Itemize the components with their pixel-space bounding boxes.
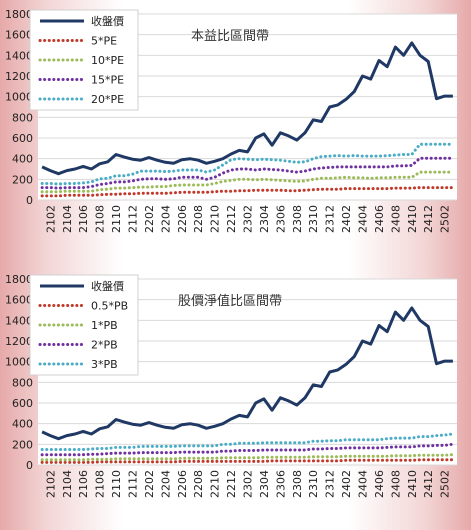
x-tick-label: 2108 [94,470,107,498]
x-tick-label: 2102 [44,205,57,233]
x-tick-label: 2110 [110,470,123,498]
y-tick-label: 600 [12,132,33,145]
y-tick-label: 1800 [5,8,33,21]
series-line-3 [40,442,455,457]
x-tick-label: 2310 [307,470,320,498]
x-tick-label: 2202 [143,205,156,233]
pb-band-chart-panel: 0 200 400 600 800 1000 1200 1400 1600 1800 2102 210… [0,265,471,530]
x-tick-label: 2102 [44,470,57,498]
series-line-0 [41,306,453,441]
y-tick-label: 400 [12,418,33,431]
x-tick-label: 2210 [209,470,222,498]
pb-band-chart: 0 200 400 600 800 1000 1200 1400 1600 1800 2102 210… [5,273,457,498]
series-line-1 [40,458,455,464]
x-tick-label: 2406 [373,470,386,498]
series-line-3 [40,156,455,190]
legend-label: 15*PE [91,74,124,87]
y-tick-label: 0 [26,194,33,207]
x-tick-label: 2106 [77,470,90,498]
legend-label: 2*PB [91,339,118,352]
x-tick-label: 2304 [258,205,271,233]
x-tick-label: 2206 [176,470,189,498]
y-tick-label: 800 [12,111,33,124]
x-tick-label: 2206 [176,205,189,233]
x-tick-label: 2410 [406,205,419,233]
x-tick-label: 2308 [291,470,304,498]
x-tick-label: 2212 [225,205,238,233]
y-tick-label: 1800 [5,273,33,286]
legend-label: 收盤價 [91,14,124,28]
legend-label: 1*PB [91,319,118,332]
legend-label: 10*PE [91,54,124,67]
legend-label: 收盤價 [91,279,124,293]
series-line-0 [41,41,453,176]
legend-label: 5*PE [91,35,117,48]
series-line-2 [40,170,455,194]
pe-band-chart-panel: 0 200 400 600 800 1000 1200 1400 1600 1800 2102 210… [0,0,471,265]
x-tick-label: 2108 [94,205,107,233]
x-tick-label: 2502 [439,470,452,498]
y-tick-label: 1400 [5,49,33,62]
legend-label: 20*PE [91,93,124,106]
x-tick-label: 2412 [422,205,435,233]
y-tick-label: 400 [12,153,33,166]
series-line-4 [40,142,455,186]
x-tick-label: 2304 [258,470,271,498]
x-tick-label: 2302 [242,470,255,498]
x-tick-label: 2406 [373,205,386,233]
chart-title: 股價淨值比區間帶 [178,293,282,309]
x-tick-label: 2302 [242,205,255,233]
chart-title: 本益比區間帶 [191,29,269,44]
y-tick-label: 0 [26,459,33,472]
y-tick-label: 1400 [5,314,33,327]
x-tick-label: 2104 [61,205,74,233]
x-tick-label: 2308 [291,205,304,233]
y-tick-label: 200 [12,173,33,186]
x-tick-label: 2112 [126,470,139,498]
x-tick-label: 2310 [307,205,320,233]
x-tick-label: 2402 [340,205,353,233]
legend-label: 3*PB [91,358,118,371]
x-tick-label: 2106 [77,205,90,233]
x-tick-label: 2306 [274,470,287,498]
x-tick-label: 2402 [340,470,353,498]
x-tick-label: 2408 [389,470,402,498]
x-tick-label: 2210 [209,205,222,233]
x-tick-label: 2204 [159,470,172,498]
x-tick-label: 2110 [110,205,123,233]
x-tick-label: 2408 [389,205,402,233]
x-tick-label: 2208 [192,470,205,498]
x-tick-label: 2212 [225,470,238,498]
series-line-4 [40,432,455,451]
x-tick-label: 2410 [406,470,419,498]
y-tick-label: 1200 [5,335,33,348]
x-tick-label: 2112 [126,205,139,233]
y-tick-label: 1000 [5,91,33,104]
x-tick-label: 2202 [143,470,156,498]
x-tick-label: 2204 [159,205,172,233]
series-line-2 [40,453,455,462]
x-tick-label: 2208 [192,205,205,233]
pe-band-chart: 0 200 400 600 800 1000 1200 1400 1600 1800 2102 210… [5,8,457,233]
y-tick-label: 800 [12,376,33,389]
series-line-1 [40,186,455,198]
x-tick-label: 2412 [422,470,435,498]
x-tick-label: 2312 [324,470,337,498]
y-tick-label: 1000 [5,356,33,369]
x-tick-label: 2104 [61,470,74,498]
x-tick-label: 2404 [357,470,370,498]
y-tick-label: 1600 [5,294,33,307]
y-tick-label: 200 [12,438,33,451]
y-tick-label: 1600 [5,29,33,42]
x-tick-label: 2312 [324,205,337,233]
x-tick-label: 2404 [357,205,370,233]
x-tick-label: 2306 [274,205,287,233]
y-tick-label: 1200 [5,70,33,83]
y-tick-label: 600 [12,397,33,410]
x-tick-label: 2502 [439,205,452,233]
legend-label: 0.5*PB [91,300,128,313]
